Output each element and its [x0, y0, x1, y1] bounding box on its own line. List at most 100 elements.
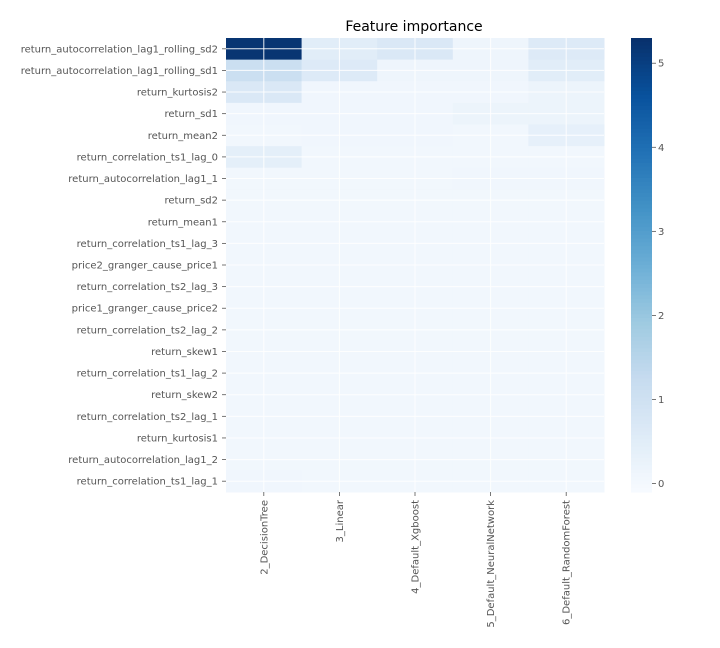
- colorbar-tick-label: 4: [658, 143, 664, 154]
- colorbar-segment: [631, 363, 652, 368]
- row-label: return_kurtosis2: [137, 88, 218, 99]
- colorbar-segment: [631, 249, 652, 255]
- row-label: return_sd2: [165, 196, 219, 207]
- colorbar-segment: [631, 185, 652, 190]
- chart-title: Feature importance: [345, 19, 482, 35]
- colorbar-segment: [631, 140, 652, 145]
- row-label: return_autocorrelation_lag1_rolling_sd1: [21, 66, 218, 77]
- colorbar-segment: [631, 401, 652, 406]
- colorbar-segment: [631, 177, 652, 183]
- colorbar-segment: [631, 68, 652, 73]
- colorbar-segment: [631, 367, 652, 372]
- colorbar-segment: [631, 113, 652, 119]
- colorbar-segment: [631, 454, 652, 459]
- colorbar-segment: [631, 423, 652, 429]
- colorbar-segment: [631, 302, 652, 308]
- row-labels: return_autocorrelation_lag1_rolling_sd2r…: [21, 44, 226, 488]
- colorbar-segment: [631, 90, 652, 96]
- colorbar-segment: [631, 155, 652, 160]
- colorbar-segment: [631, 344, 652, 349]
- row-label: return_correlation_ts2_lag_1: [77, 412, 218, 423]
- colorbar-segment: [631, 476, 652, 482]
- colorbar-segment: [631, 208, 652, 213]
- row-label: return_correlation_ts2_lag_2: [77, 325, 218, 336]
- colorbar-segment: [631, 439, 652, 444]
- colorbar-segment: [631, 382, 652, 387]
- colorbar-segment: [631, 125, 652, 130]
- colorbar-segment: [631, 431, 652, 436]
- colorbar-segment: [631, 212, 652, 217]
- column-label: 6_Default_RandomForest: [562, 500, 573, 625]
- colorbar-segment: [631, 106, 652, 111]
- colorbar-segment: [631, 117, 652, 122]
- colorbar-segment: [631, 53, 652, 58]
- colorbar-segment: [631, 404, 652, 410]
- colorbar-segment: [631, 370, 652, 376]
- colorbar-segment: [631, 420, 652, 425]
- colorbar-segment: [631, 94, 652, 100]
- colorbar-tick-label: 0: [658, 479, 664, 490]
- colorbar-segment: [631, 340, 652, 346]
- colorbar-segment: [631, 469, 652, 474]
- colorbar-segment: [631, 408, 652, 414]
- colorbar-segment: [631, 49, 652, 54]
- colorbar-segment: [631, 393, 652, 399]
- colorbar-segment: [631, 45, 652, 50]
- colorbar-segment: [631, 287, 652, 293]
- colorbar-segment: [631, 230, 652, 236]
- colorbar-segment: [631, 132, 652, 137]
- colorbar-segment: [631, 143, 652, 149]
- column-labels: 2_DecisionTree 3_Linear 4_Default_Xgboost 5…: [259, 492, 573, 628]
- colorbar-segment: [631, 295, 652, 300]
- colorbar-segment: [631, 87, 652, 92]
- colorbar-segment: [631, 174, 652, 179]
- colorbar-segment: [631, 359, 652, 364]
- colorbar-segment: [631, 484, 652, 489]
- colorbar-segment: [631, 166, 652, 172]
- colorbar-segment: [631, 488, 652, 493]
- colorbar-segment: [631, 442, 652, 448]
- colorbar-segment: [631, 321, 652, 327]
- colorbar-segment: [631, 170, 652, 175]
- column-label: 3_Linear: [335, 499, 346, 542]
- colorbar-segment: [631, 98, 652, 103]
- colorbar-segment: [631, 253, 652, 259]
- colorbar-segment: [631, 348, 652, 353]
- colorbar-segment: [631, 242, 652, 247]
- colorbar-segment: [631, 397, 652, 402]
- colorbar-segment: [631, 151, 652, 156]
- row-label: return_autocorrelation_lag1_2: [68, 455, 218, 466]
- colorbar-segment: [631, 193, 652, 198]
- colorbar-segment: [631, 435, 652, 440]
- colorbar-segment: [631, 257, 652, 262]
- colorbar-segment: [631, 386, 652, 391]
- colorbar-segment: [631, 329, 652, 334]
- colorbar-segment: [631, 200, 652, 206]
- row-label: return_skew2: [151, 390, 218, 401]
- colorbar-segment: [631, 38, 652, 43]
- row-label: return_kurtosis1: [137, 433, 218, 444]
- colorbar-segment: [631, 333, 652, 338]
- colorbar-segment: [631, 412, 652, 417]
- row-label: return_correlation_ts1_lag_1: [77, 477, 218, 488]
- colorbar-segment: [631, 246, 652, 251]
- colorbar-segment: [631, 147, 652, 153]
- colorbar-segment: [631, 56, 652, 62]
- colorbar-tick-label: 1: [658, 395, 664, 406]
- colorbar-segment: [631, 159, 652, 164]
- colorbar-tick-label: 5: [658, 59, 664, 70]
- colorbar-segment: [631, 276, 652, 281]
- colorbar-segment: [631, 336, 652, 342]
- colorbar-segment: [631, 60, 652, 66]
- colorbar-segment: [631, 121, 652, 126]
- row-label: return_correlation_ts2_lag_3: [77, 282, 218, 293]
- colorbar-segment: [631, 75, 652, 81]
- column-label: 2_DecisionTree: [259, 500, 270, 575]
- colorbar-segment: [631, 291, 652, 296]
- colorbar-segment: [631, 299, 652, 304]
- row-label: price1_granger_cause_price2: [72, 304, 218, 315]
- row-label: return_mean1: [148, 217, 218, 228]
- row-label: return_correlation_ts1_lag_0: [77, 152, 218, 163]
- row-label: return_mean2: [148, 131, 218, 142]
- colorbar-segment: [631, 272, 652, 277]
